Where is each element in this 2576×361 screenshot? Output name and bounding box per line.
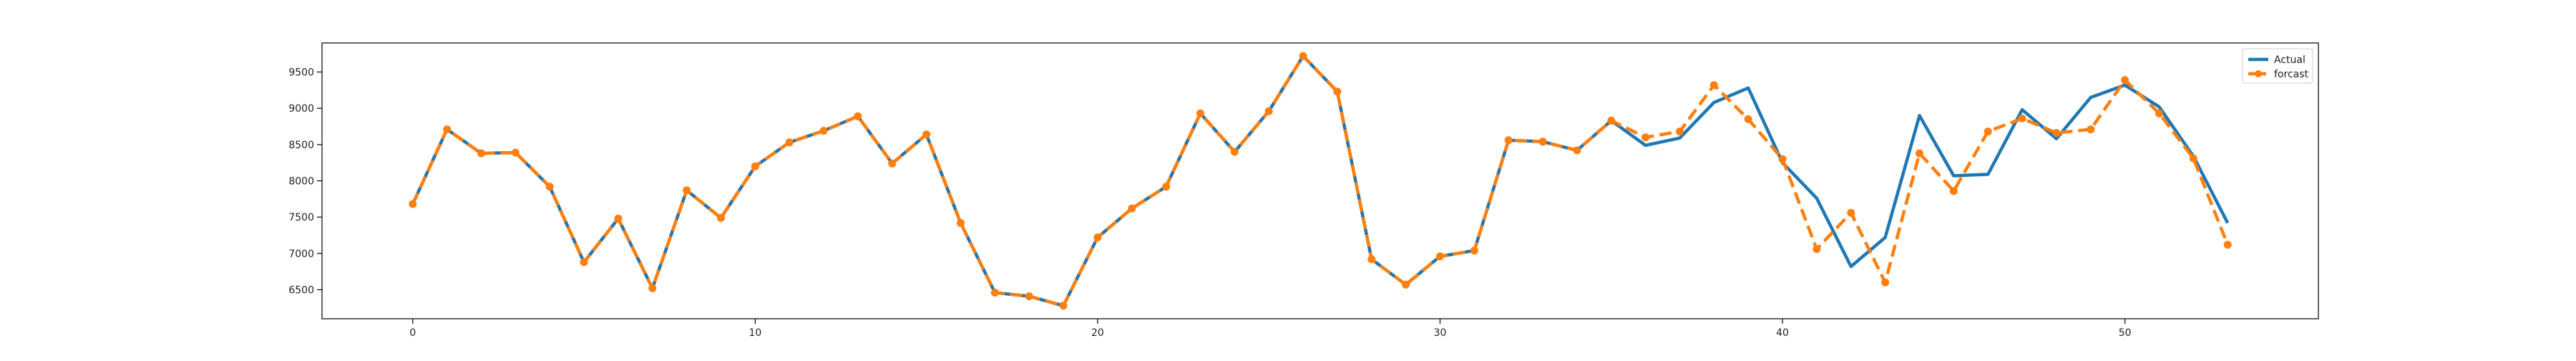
x-tick-label: 50: [2119, 327, 2132, 339]
data-point: [1778, 155, 1787, 163]
data-point: [1709, 81, 1718, 90]
data-point: [1367, 255, 1376, 264]
series-line-1: [411, 54, 2230, 308]
data-point: [1264, 107, 1273, 115]
y-tick-label: 8000: [288, 176, 314, 188]
x-tick-label: 10: [748, 327, 761, 339]
data-point: [888, 159, 897, 168]
data-point: [443, 125, 452, 134]
data-point: [511, 148, 519, 157]
data-point: [1984, 127, 1992, 136]
data-point: [2087, 125, 2095, 134]
data-point: [1059, 302, 1068, 310]
data-point: [1949, 187, 1958, 196]
legend-label-1: Actual: [2274, 54, 2306, 66]
data-point: [785, 138, 794, 147]
y-tick-label: 6500: [288, 284, 314, 296]
data-point: [1916, 149, 1923, 158]
data-point: [477, 149, 485, 158]
x-tick-label: 20: [1091, 327, 1104, 339]
data-point: [1093, 234, 1102, 241]
data-point: [1847, 208, 1855, 217]
plot-area: [409, 52, 2232, 310]
data-point: [409, 200, 417, 208]
data-point: [2189, 154, 2197, 163]
legend-marker-2: [2255, 70, 2262, 77]
data-point: [2052, 129, 2061, 138]
data-point: [1607, 116, 1616, 125]
data-point: [751, 162, 759, 170]
y-tick-label: 8500: [288, 140, 314, 151]
data-point: [1641, 133, 1650, 142]
data-point: [2018, 114, 2026, 122]
data-point: [648, 284, 657, 292]
data-point: [1504, 136, 1513, 145]
y-tick-label: 9500: [288, 67, 314, 79]
legend: Actual forcast: [2242, 48, 2313, 84]
data-point: [1744, 115, 1752, 123]
data-point: [1573, 146, 1581, 155]
data-point: [990, 289, 999, 297]
data-point: [1436, 252, 1444, 261]
plot-frame: [321, 42, 2319, 319]
data-point: [957, 218, 965, 227]
axes: 0 10 20 30 40 50 6500 7000 7500 8000 8500 9000 9500: [288, 42, 2319, 339]
data-point: [1813, 245, 1821, 254]
data-point: [819, 127, 828, 135]
data-point: [1025, 292, 1033, 301]
data-point: [1676, 127, 1684, 136]
y-tick-label: 7500: [288, 212, 314, 223]
data-point: [683, 186, 691, 195]
data-point: [580, 258, 588, 266]
legend-label-2: forcast: [2274, 69, 2309, 80]
data-point: [1230, 148, 1239, 156]
data-point: [1128, 204, 1136, 213]
data-point: [545, 183, 554, 191]
x-tick-label: 0: [409, 327, 416, 339]
data-point: [1470, 246, 1478, 255]
data-point: [854, 112, 862, 120]
series-line-2: [411, 54, 2230, 308]
data-point: [1162, 183, 1171, 191]
data-point: [1402, 280, 1410, 289]
x-tick-label: 30: [1434, 327, 1447, 339]
data-point: [614, 214, 623, 223]
y-tick-label: 9000: [288, 103, 314, 115]
x-tick-label: 40: [1776, 327, 1789, 339]
data-point: [717, 213, 725, 222]
data-point: [1333, 87, 1342, 96]
data-point: [1299, 52, 1307, 60]
y-tick-label: 7000: [288, 249, 314, 260]
data-point: [2223, 241, 2232, 249]
data-point: [1196, 109, 1204, 117]
data-point: [922, 130, 931, 139]
data-point: [2155, 109, 2163, 117]
data-point: [2121, 76, 2129, 85]
data-point: [1881, 278, 1890, 287]
data-point: [1538, 138, 1547, 146]
